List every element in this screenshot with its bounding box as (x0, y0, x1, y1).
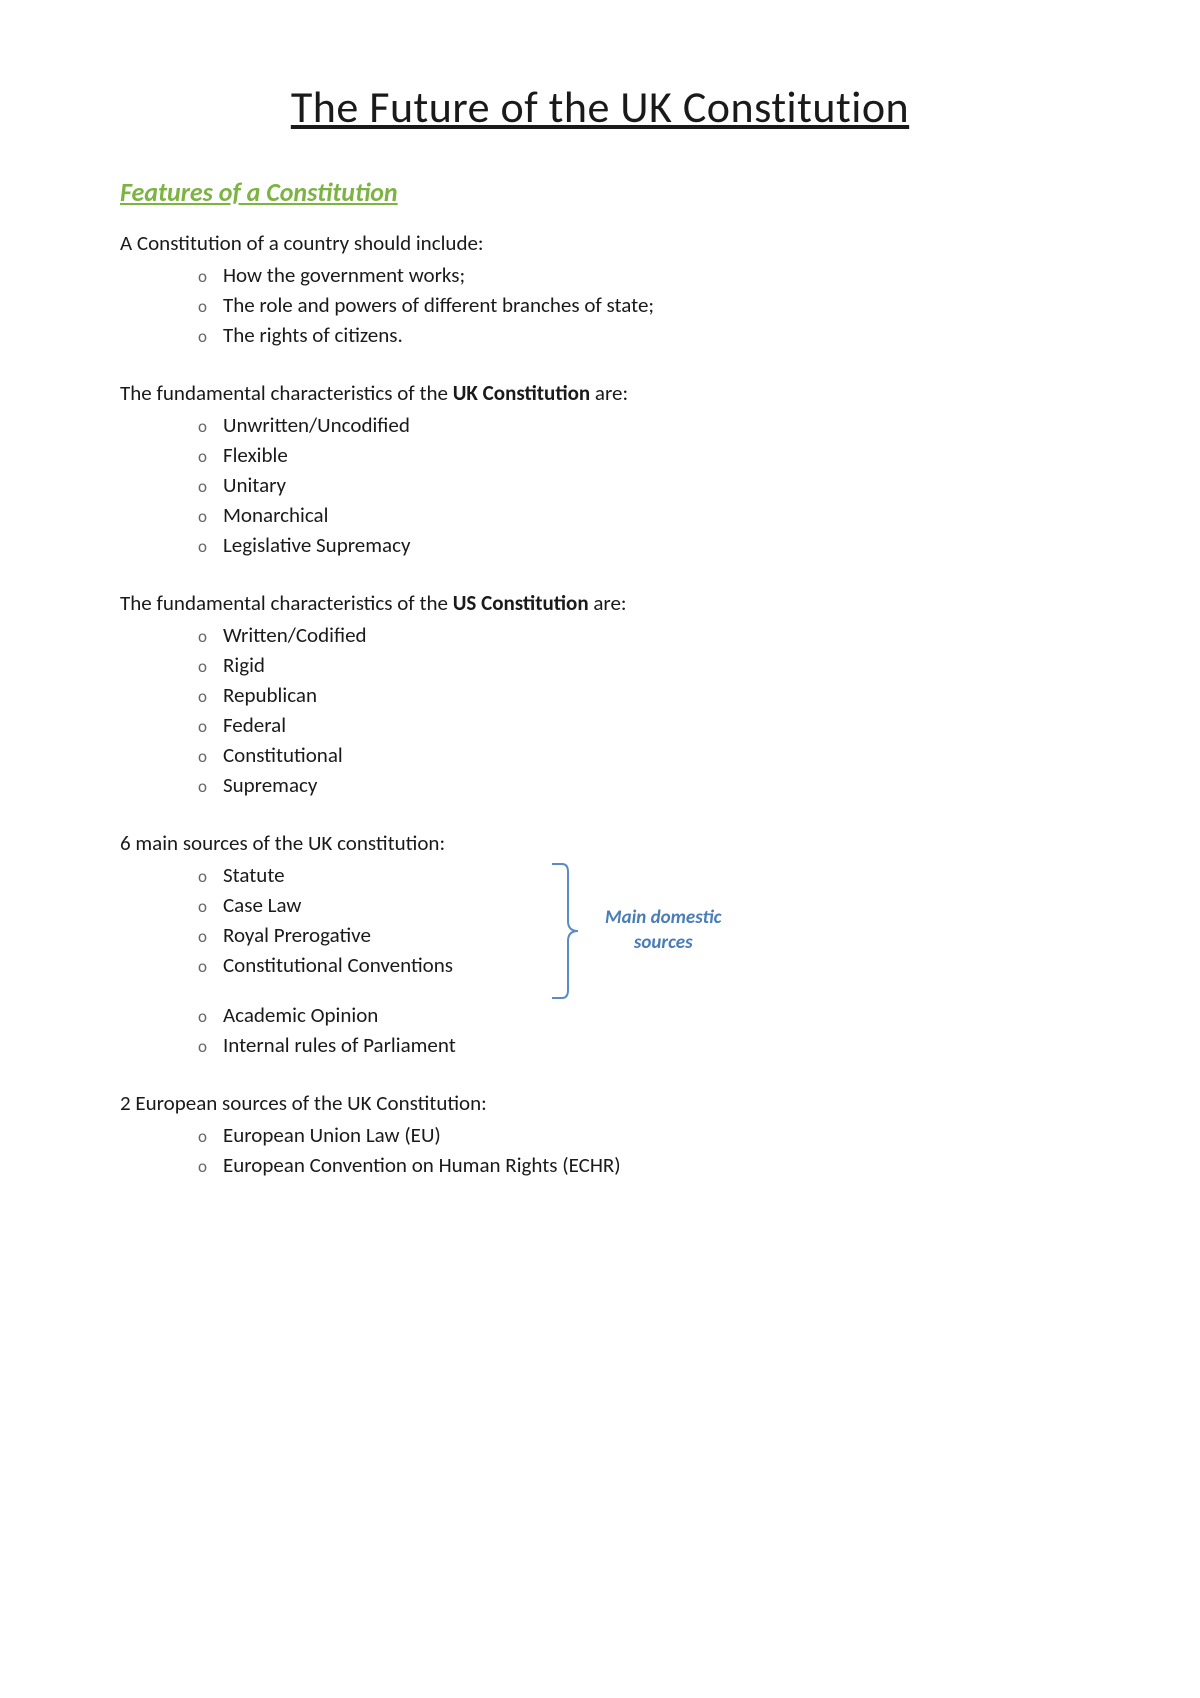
list-item: o Republican (120, 682, 1080, 708)
european-sources-block: 2 European sources of the UK Constitutio… (120, 1090, 1080, 1178)
should-include-intro: A Constitution of a country should inclu… (120, 230, 1080, 256)
bullet-icon: o (198, 1126, 207, 1147)
annotation-text: Main domestic sources (605, 906, 721, 955)
list-item-text: European Union Law (EU) (223, 1122, 441, 1148)
us-intro-prefix: The fundamental characteristics of the (120, 590, 453, 616)
section-heading: Features of a Constitution (120, 176, 1080, 208)
should-include-block: A Constitution of a country should inclu… (120, 230, 1080, 348)
annotation-line1: Main domestic (605, 906, 721, 929)
uk-intro: The fundamental characteristics of the U… (120, 380, 1080, 406)
bullet-icon: o (198, 536, 207, 557)
page-title: The Future of the UK Constitution (120, 80, 1080, 134)
list-item-text: Legislative Supremacy (223, 532, 410, 558)
us-intro: The fundamental characteristics of the U… (120, 590, 1080, 616)
bracket-annotation: Main domestic sources (550, 862, 721, 1000)
bullet-icon: o (198, 1156, 207, 1177)
bullet-icon: o (198, 656, 207, 677)
list-item-text: Rigid (223, 652, 265, 678)
bullet-icon: o (198, 1006, 207, 1027)
list-item: o European Convention on Human Rights (E… (120, 1152, 1080, 1178)
bullet-icon: o (198, 296, 207, 317)
bullet-icon: o (198, 446, 207, 467)
bullet-icon: o (198, 746, 207, 767)
us-characteristics-block: The fundamental characteristics of the U… (120, 590, 1080, 798)
list-item-text: Constitutional Conventions (223, 952, 453, 978)
bullet-icon: o (198, 956, 207, 977)
list-item: o Rigid (120, 652, 1080, 678)
main-sources-intro: 6 main sources of the UK constitution: (120, 830, 1080, 856)
list-item: o Unitary (120, 472, 1080, 498)
list-item: o Supremacy (120, 772, 1080, 798)
bullet-icon: o (198, 1036, 207, 1057)
list-item-text: Internal rules of Parliament (223, 1032, 456, 1058)
list-item: o Constitutional (120, 742, 1080, 768)
list-item-text: Unwritten/Uncodified (223, 412, 410, 438)
bullet-icon: o (198, 776, 207, 797)
bullet-icon: o (198, 506, 207, 527)
list-item: o Monarchical (120, 502, 1080, 528)
bullet-icon: o (198, 266, 207, 287)
list-item: o The role and powers of different branc… (120, 292, 1080, 318)
bullet-icon: o (198, 476, 207, 497)
list-item-text: Federal (223, 712, 286, 738)
list-item: o Internal rules of Parliament (120, 1032, 1080, 1058)
list-item-text: Written/Codified (223, 622, 367, 648)
list-item-text: Flexible (223, 442, 288, 468)
bracket-icon (550, 862, 580, 1000)
bullet-icon: o (198, 716, 207, 737)
list-item: o Academic Opinion (120, 1002, 1080, 1028)
european-sources-intro: 2 European sources of the UK Constitutio… (120, 1090, 1080, 1116)
bullet-icon: o (198, 896, 207, 917)
bullet-icon: o (198, 626, 207, 647)
us-intro-bold: US Constitution (453, 590, 589, 616)
annotation-line2: sources (634, 931, 693, 954)
uk-intro-bold: UK Constitution (453, 380, 590, 406)
bullet-icon: o (198, 686, 207, 707)
list-item: o How the government works; (120, 262, 1080, 288)
uk-intro-suffix: are: (590, 380, 628, 406)
list-item-text: Constitutional (223, 742, 343, 768)
list-item-text: Unitary (223, 472, 286, 498)
list-item-text: The rights of citizens. (223, 322, 403, 348)
list-item-text: Supremacy (223, 772, 317, 798)
list-item-text: Monarchical (223, 502, 328, 528)
list-item: o Legislative Supremacy (120, 532, 1080, 558)
list-item-text: The role and powers of different branche… (223, 292, 654, 318)
list-item: o European Union Law (EU) (120, 1122, 1080, 1148)
uk-characteristics-block: The fundamental characteristics of the U… (120, 380, 1080, 558)
list-item-text: European Convention on Human Rights (ECH… (223, 1152, 621, 1178)
list-item-text: Academic Opinion (223, 1002, 378, 1028)
list-item: o Federal (120, 712, 1080, 738)
list-item: o Unwritten/Uncodified (120, 412, 1080, 438)
bullet-icon: o (198, 866, 207, 887)
bullet-icon: o (198, 326, 207, 347)
uk-intro-prefix: The fundamental characteristics of the (120, 380, 453, 406)
us-intro-suffix: are: (589, 590, 627, 616)
sources-container: o Statute o Case Law o Royal Prerogative… (120, 862, 1080, 978)
list-item-text: Republican (223, 682, 317, 708)
list-item: o Flexible (120, 442, 1080, 468)
bullet-icon: o (198, 926, 207, 947)
list-item: o The rights of citizens. (120, 322, 1080, 348)
list-item-text: Statute (223, 862, 285, 888)
list-item: o Written/Codified (120, 622, 1080, 648)
main-sources-block: 6 main sources of the UK constitution: o… (120, 830, 1080, 1058)
list-item-text: How the government works; (223, 262, 465, 288)
list-item-text: Royal Prerogative (223, 922, 371, 948)
bullet-icon: o (198, 416, 207, 437)
list-item-text: Case Law (223, 892, 301, 918)
